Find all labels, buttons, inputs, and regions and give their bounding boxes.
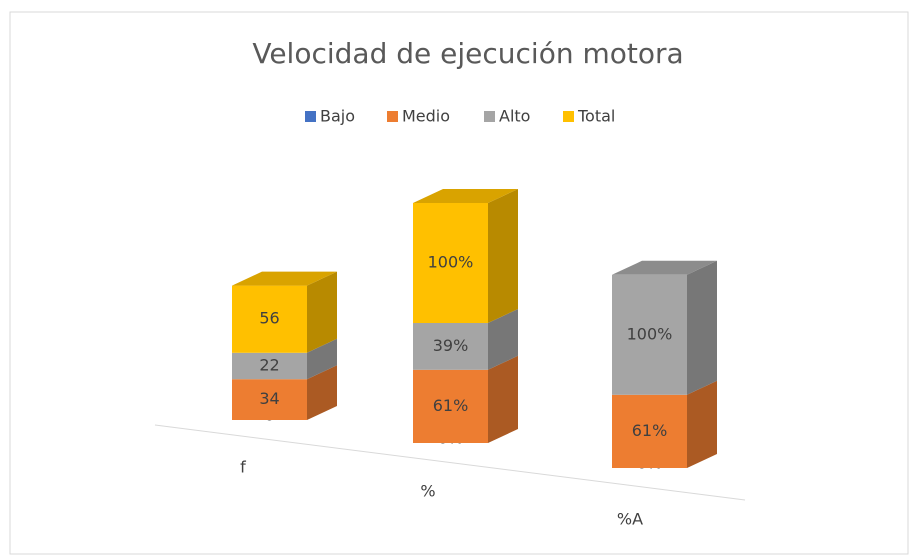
chart-title: Velocidad de ejecución motora xyxy=(252,37,683,70)
data-label: 22 xyxy=(259,356,279,375)
bar xyxy=(413,323,488,370)
legend-swatch xyxy=(484,111,495,122)
bar-top xyxy=(612,260,717,275)
data-label: 100% xyxy=(428,253,474,272)
legend-label: Total xyxy=(577,107,615,126)
data-label: 61% xyxy=(433,396,469,415)
data-label: 34 xyxy=(259,389,279,408)
bar xyxy=(232,285,307,353)
legend-label: Medio xyxy=(402,107,450,126)
bar-side xyxy=(307,271,337,353)
x-tick-label: % xyxy=(420,482,435,501)
data-label: 39% xyxy=(433,336,469,355)
bar-top xyxy=(232,271,337,286)
bar-side xyxy=(687,380,717,468)
data-label: 100% xyxy=(627,324,673,343)
bar xyxy=(612,274,687,395)
bar-side xyxy=(488,189,518,323)
legend-label: Alto xyxy=(499,107,530,126)
bar xyxy=(612,394,687,468)
data-label: 61% xyxy=(632,421,668,440)
data-label: 56 xyxy=(259,309,279,328)
floor-line xyxy=(154,424,746,501)
x-tick-label: %A xyxy=(617,510,643,529)
bar-side xyxy=(488,309,518,370)
bar xyxy=(232,379,307,420)
bar xyxy=(413,203,488,323)
bar-side xyxy=(307,365,337,420)
bar-side xyxy=(687,260,717,395)
bar xyxy=(232,352,307,380)
legend-swatch xyxy=(305,111,316,122)
legend-label: Bajo xyxy=(320,107,355,126)
bar-side xyxy=(307,338,337,380)
bar xyxy=(413,369,488,443)
legend-swatch xyxy=(563,111,574,122)
legend-swatch xyxy=(387,111,398,122)
bar-top xyxy=(413,189,518,203)
bar-side xyxy=(488,355,518,443)
x-tick-label: f xyxy=(240,458,246,477)
